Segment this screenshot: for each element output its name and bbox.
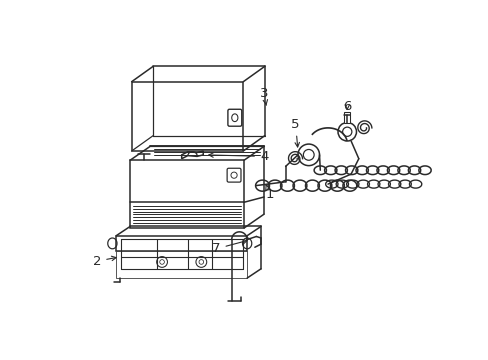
Text: 2: 2 <box>93 255 116 267</box>
Circle shape <box>297 144 319 166</box>
Text: 1: 1 <box>265 185 274 201</box>
Bar <box>130 160 244 228</box>
Text: 3: 3 <box>259 87 268 105</box>
Circle shape <box>196 257 206 267</box>
Text: 6: 6 <box>343 100 351 113</box>
Circle shape <box>337 122 356 141</box>
Circle shape <box>156 257 167 267</box>
Circle shape <box>342 127 351 136</box>
FancyBboxPatch shape <box>227 109 241 126</box>
Bar <box>344 112 349 122</box>
Polygon shape <box>182 151 203 159</box>
Bar <box>116 236 246 251</box>
Text: 4: 4 <box>208 150 268 163</box>
Circle shape <box>160 260 164 264</box>
Text: 5: 5 <box>291 118 299 147</box>
Text: 7: 7 <box>212 240 246 255</box>
Circle shape <box>199 260 203 264</box>
FancyBboxPatch shape <box>226 168 241 182</box>
Bar <box>131 82 243 151</box>
Bar <box>116 251 246 278</box>
Circle shape <box>303 149 313 160</box>
